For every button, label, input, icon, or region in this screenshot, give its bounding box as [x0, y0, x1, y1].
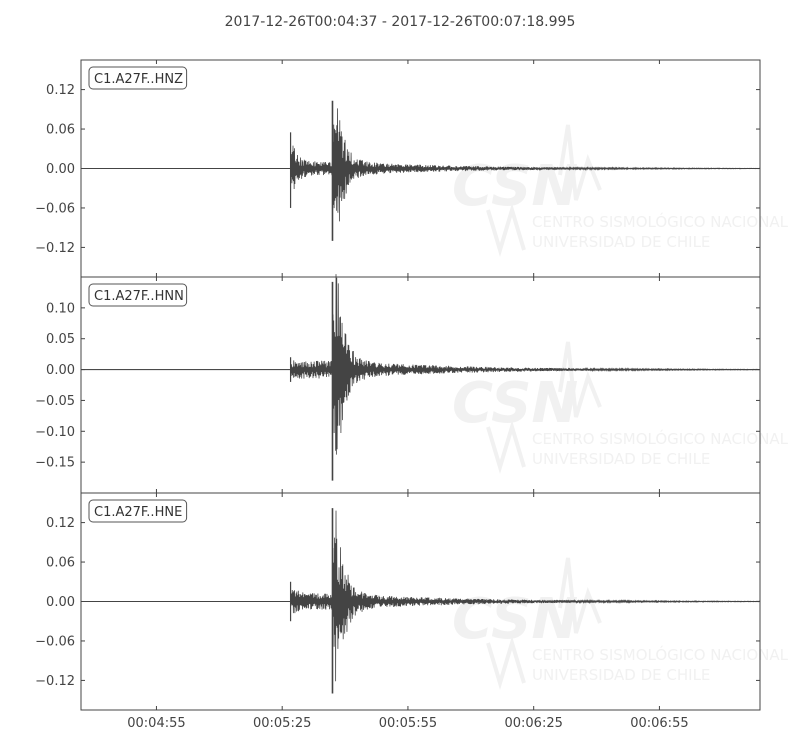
y-tick-label: 0.00 [46, 595, 75, 610]
x-axis: 00:04:55 00:05:25 00:05:55 00:06:25 00:06:55 [127, 716, 688, 731]
y-tick-label: 0.00 [46, 363, 75, 378]
watermark-w [486, 203, 526, 257]
watermark-line1: CENTRO SISMOLÓGICO NACIONAL [532, 429, 789, 448]
watermark-logo: CSN [452, 371, 578, 436]
y-tick-label: −0.06 [35, 634, 75, 649]
watermark-w [486, 636, 526, 690]
y-tick-label: 0.10 [46, 301, 75, 316]
y-tick-label: 0.06 [46, 123, 75, 138]
watermark-line2: UNIVERSIDAD DE CHILE [532, 450, 710, 468]
watermark-w [486, 420, 526, 474]
channel-label: C1.A27F..HNE [88, 499, 188, 523]
x-tick-label: 00:04:55 [127, 716, 185, 731]
watermark-wave [558, 124, 602, 201]
watermark-wave [558, 557, 602, 634]
channel-label: C1.A27F..HNN [88, 283, 188, 307]
y-tick-label: −0.12 [35, 241, 75, 256]
y-tick-label: −0.12 [35, 674, 75, 689]
channel-label-text: C1.A27F..HNN [94, 289, 184, 304]
y-tick-label: −0.15 [35, 456, 75, 471]
y-tick-label: −0.05 [35, 394, 75, 409]
y-tick-label: −0.06 [35, 201, 75, 216]
channel-label-text: C1.A27F..HNE [94, 505, 182, 520]
y-tick-label: 0.06 [46, 556, 75, 571]
x-tick-label: 00:06:25 [504, 716, 562, 731]
channel-label-text: C1.A27F..HNZ [94, 72, 183, 87]
y-tick-label: 0.00 [46, 162, 75, 177]
x-tick-label: 00:06:55 [630, 716, 688, 731]
watermark-logo: CSN [452, 587, 578, 652]
watermark-line2: UNIVERSIDAD DE CHILE [532, 666, 710, 684]
y-tick-label: 0.12 [46, 83, 75, 98]
waveform-trace [81, 108, 760, 222]
y-tick-label: 0.05 [46, 332, 75, 347]
channel-label-box [88, 283, 188, 307]
watermark-logo: CSN [452, 154, 578, 219]
watermark-line1: CENTRO SISMOLÓGICO NACIONAL [532, 645, 789, 664]
watermark-line2: UNIVERSIDAD DE CHILE [532, 233, 710, 251]
channel-label-box [88, 499, 188, 523]
y-tick-label: 0.12 [46, 516, 75, 531]
watermark-wave [558, 341, 602, 418]
channel-label-box [88, 66, 188, 90]
watermark-line1: CENTRO SISMOLÓGICO NACIONAL [532, 212, 789, 231]
x-tick-label: 00:05:25 [253, 716, 311, 731]
x-tick-label: 00:05:55 [379, 716, 437, 731]
chart-title: 2017-12-26T00:04:37 - 2017-12-26T00:07:1… [225, 14, 576, 30]
channel-label: C1.A27F..HNZ [88, 66, 188, 90]
y-tick-label: −0.10 [35, 425, 75, 440]
